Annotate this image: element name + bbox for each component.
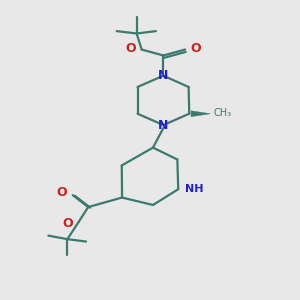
Text: O: O bbox=[126, 42, 136, 56]
Text: O: O bbox=[56, 186, 67, 199]
Text: O: O bbox=[62, 217, 73, 230]
Text: O: O bbox=[190, 42, 201, 56]
Polygon shape bbox=[191, 111, 210, 117]
Text: N: N bbox=[158, 69, 169, 82]
Text: N: N bbox=[158, 118, 169, 131]
Text: CH₃: CH₃ bbox=[213, 108, 231, 118]
Text: NH: NH bbox=[185, 184, 203, 194]
